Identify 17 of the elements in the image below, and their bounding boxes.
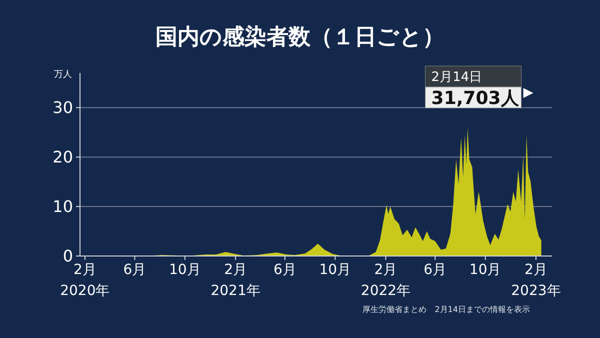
x-tick-label: 10月 xyxy=(169,262,201,278)
text: 厚生労働省まとめ 2月14日までの情報を表示 xyxy=(362,305,530,314)
annotation: 2月14日 xyxy=(431,70,482,85)
x-tick-label: 6月 xyxy=(123,262,146,278)
y-tick-label: 30 xyxy=(52,98,73,118)
x-tick-label: 2月 2023年 xyxy=(511,262,561,299)
y-tick-label: 10 xyxy=(52,197,73,216)
x-tick-label: 2月 2021年 xyxy=(210,262,260,299)
annotation: 31,703人 xyxy=(431,88,520,109)
x-tick-label: 10月 xyxy=(469,262,502,278)
y-tick-label: 20 xyxy=(52,148,73,167)
y-axis-title: 万人 xyxy=(54,69,72,80)
x-tick-label: 2月 2022年 xyxy=(360,262,411,299)
x-tick-label: 6月 xyxy=(424,262,447,278)
x-tick-label: 10月 xyxy=(319,262,352,278)
chart-title: 国内の感染者数（１日ごと） xyxy=(156,24,444,50)
x-tick-label: 6月 xyxy=(273,262,296,278)
